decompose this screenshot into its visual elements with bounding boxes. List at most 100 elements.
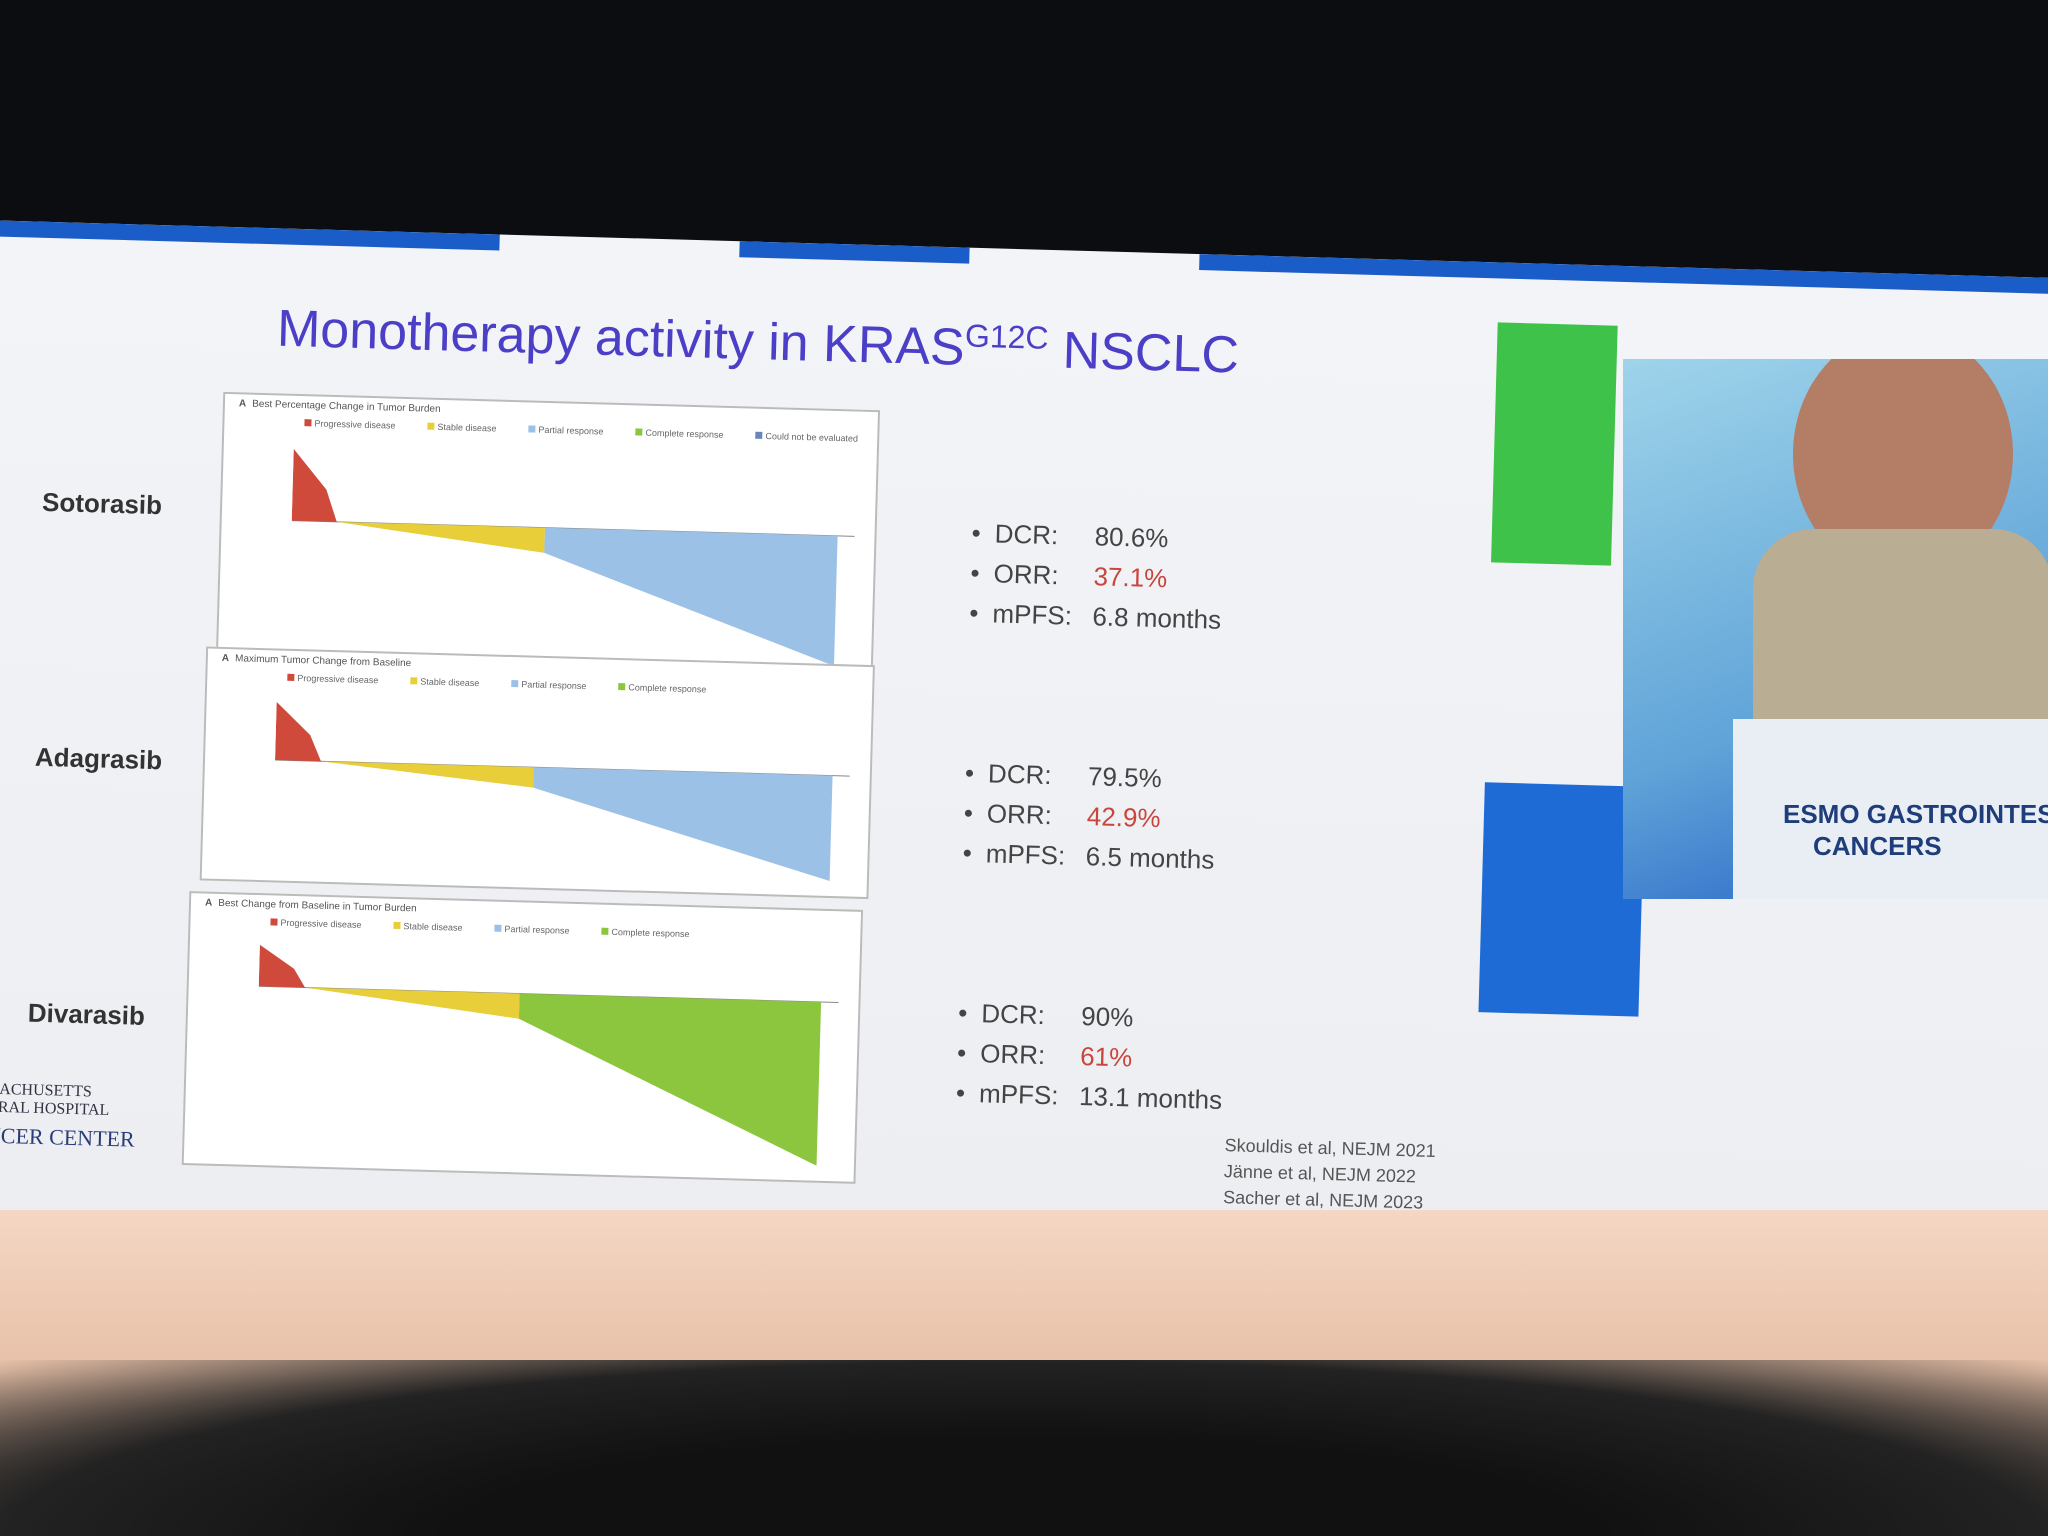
legend-text: Partial response [521,679,587,692]
title-text: Monotherapy activity in KRAS [276,299,966,377]
banner-text: ESMO GASTROINTEST [1783,799,2048,829]
legend-swatch [618,683,626,691]
stat-value: 6.8 months [1092,601,1222,635]
legend-text: Complete response [645,427,724,440]
logo-line: MASSACHUSETTS [0,1079,92,1101]
stage [0,1210,2048,1536]
waterfall-sketch [291,448,855,667]
silhouette [275,701,322,762]
stat-value: 6.5 months [1085,841,1215,875]
stat-row: • mPFS: 13.1 months [956,1078,1223,1116]
bullet: • [956,1037,967,1068]
stat-row: • ORR: 37.1% [970,558,1168,594]
legend: Progressive disease Stable disease Partial… [287,673,738,696]
legend-swatch [528,425,536,433]
accent [1199,254,2048,296]
legend-item: Stable disease [410,676,495,688]
panel-title: A Best Percentage Change in Tumor Burden [239,398,441,415]
legend-swatch [393,921,401,930]
stat-row: • mPFS: 6.5 months [962,838,1215,876]
bullet: • [964,757,975,788]
stat-label: mPFS: [985,838,1066,871]
legend: Progressive disease Stable disease Partial… [304,418,890,444]
stat-row: • ORR: 61% [957,1038,1133,1074]
waterfall-sketch [275,701,850,881]
stat-label: ORR: [986,798,1053,831]
logo-line: CANCER CENTER [0,1121,136,1152]
silhouette [544,527,838,667]
reference: Skouldis et al, NEJM 2021 [1224,1135,1436,1162]
drug-name: Sotorasib [41,486,163,521]
bullet: • [971,517,982,549]
stat-label: mPFS: [992,598,1073,631]
panel-title-text: Best Percentage Change in Tumor Burden [252,398,441,415]
bullet: • [968,597,979,629]
stat-label: ORR: [979,1038,1046,1071]
stat-value: 61% [1079,1041,1133,1073]
legend-item: Stable disease [393,921,478,933]
panel-title: A Maximum Tumor Change from Baseline [222,653,412,669]
drug-name: Divarasib [27,997,146,1031]
legend-swatch [304,419,312,427]
logo-line: GENERAL HOSPITAL [0,1097,110,1119]
title-sup: G12C [964,317,1050,356]
bullet: • [957,997,968,1028]
stat-row: • mPFS: 6.8 months [968,597,1222,636]
legend-text: Stable disease [420,676,480,689]
stat-value: 79.5% [1087,761,1163,794]
stat-row: • DCR: 90% [958,998,1134,1034]
legend-item: Complete response [635,427,739,440]
podium [1733,719,2048,899]
silhouette [258,944,306,988]
bullet: • [963,797,974,828]
legend-item: Stable disease [427,422,512,434]
decor [1491,322,1618,566]
silhouette [321,761,534,788]
silhouette [336,521,545,553]
silhouette [305,987,520,1019]
reference: Jänne et al, NEJM 2022 [1223,1161,1417,1187]
silhouette [518,993,822,1166]
panel-label: A [221,652,230,665]
bullet: • [955,1077,966,1108]
panel-title-text: Best Change from Baseline in Tumor Burde… [218,897,417,915]
legend-text: Complete response [611,926,690,940]
legend-item: Could not be evaluated [755,431,874,444]
bullet: • [970,557,981,589]
legend-swatch [410,677,418,685]
slide-title: Monotherapy activity in KRASG12C NSCLC [276,298,1239,385]
panel-title-text: Maximum Tumor Change from Baseline [234,653,412,670]
silhouette [291,448,337,522]
drug-name: Adagrasib [34,741,163,776]
legend-text: Partial response [538,424,604,437]
chart-panel: A Best Change from Baseline in Tumor Burd… [181,891,864,1184]
legend-item: Progressive disease [304,418,411,431]
silhouette [533,767,833,881]
legend-swatch [270,918,278,926]
speaker-video: ESMO GASTROINTEST CANCERS [1623,359,2048,899]
legend-item: Progressive disease [270,917,377,930]
legend-swatch [427,422,435,430]
legend-text: Progressive disease [297,673,379,686]
stat-value: 37.1% [1093,561,1168,594]
chart-panel: A Best Percentage Change in Tumor Burden P… [215,391,881,685]
stat-row: • DCR: 80.6% [971,518,1169,554]
panel-title: A Best Change from Baseline in Tumor Burd… [205,898,417,915]
panel-label: A [238,398,247,410]
stat-value: 90% [1080,1001,1134,1033]
legend-text: Partial response [504,923,570,936]
accent [0,220,500,251]
legend-swatch [511,680,519,688]
legend-item: Complete response [618,682,722,695]
waterfall-sketch [258,944,839,1166]
stat-label: ORR: [993,558,1060,591]
accent [739,241,970,264]
decor [1478,782,1645,1017]
legend-text: Stable disease [437,421,497,434]
title-text: NSCLC [1061,321,1240,385]
legend-swatch [755,431,763,439]
legend-swatch [494,924,502,932]
legend-item: Progressive disease [287,673,394,686]
legend-text: Could not be evaluated [765,431,859,444]
